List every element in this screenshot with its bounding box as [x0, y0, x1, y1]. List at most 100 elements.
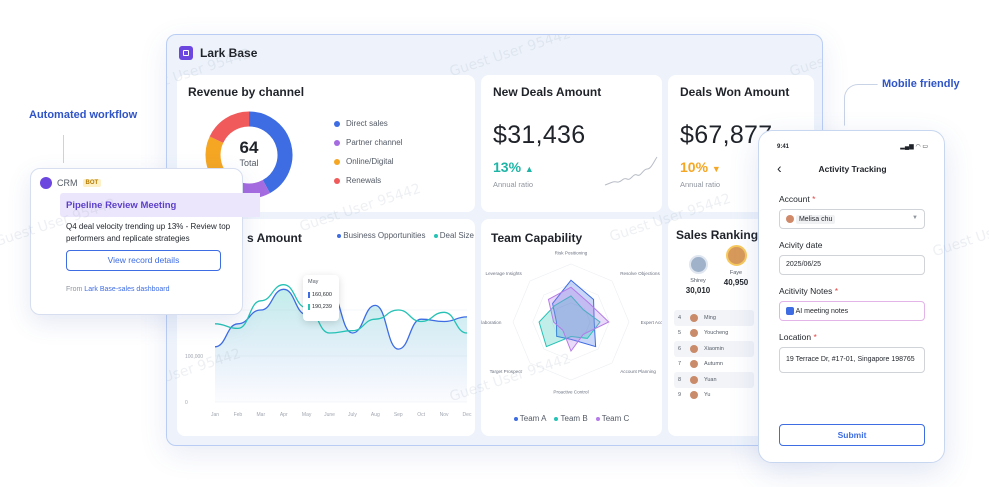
- x-tick-label: Mar: [257, 412, 266, 418]
- mobile-friendly-callout: Mobile friendly: [882, 78, 960, 90]
- team-radar-chart: Risk Positioning Resolve Objections Expert…: [481, 250, 662, 395]
- mobile-phone: 9:41 ▂▄▆ ◠ ▭ ‹ Activity Tracking Account…: [758, 130, 945, 463]
- watermark: Guest User 95442: [787, 35, 823, 81]
- donut-total-label: Total: [239, 158, 259, 168]
- app-title: Lark Base: [200, 46, 258, 60]
- crm-header: CRM BOT: [40, 177, 102, 189]
- donut-center: 64 Total: [233, 138, 265, 168]
- crm-banner: [60, 193, 260, 217]
- ranking-row[interactable]: 5 Youcheng: [678, 329, 729, 338]
- legend-team-b: Team B: [554, 414, 588, 423]
- radar-axis-label: Proactive Control: [553, 390, 588, 395]
- view-record-button[interactable]: View record details: [66, 250, 221, 271]
- notes-value: AI meeting notes: [795, 307, 849, 315]
- new-deals-ratio-value: 13%: [493, 159, 522, 175]
- amount-chart-title: s Amount: [247, 231, 302, 245]
- avatar: [786, 215, 794, 223]
- deals-won-ratio-value: 10%: [680, 159, 709, 175]
- phone-title: Activity Tracking: [818, 164, 887, 174]
- x-tick-label: May: [302, 412, 312, 418]
- donut-slice: [209, 111, 250, 144]
- crm-logo-icon: [40, 177, 52, 189]
- x-tick-label: Dec: [463, 412, 472, 418]
- arrow-up-icon: ▲: [524, 164, 534, 174]
- x-tick-label: July: [348, 412, 357, 418]
- notes-label: Acitivity Notes *: [779, 286, 839, 296]
- account-select[interactable]: Melisa chu ▼: [779, 209, 925, 229]
- avatar: [688, 255, 708, 274]
- notes-field[interactable]: AI meeting notes: [779, 301, 925, 321]
- crm-name: CRM: [57, 178, 78, 188]
- avatar: [690, 375, 698, 384]
- sales-ranking-title: Sales Ranking: [676, 228, 759, 242]
- avatar: [690, 391, 698, 400]
- ranking-row[interactable]: 6 Xiaomin: [674, 341, 754, 357]
- donut-slice: [248, 111, 293, 194]
- legend-online-digital: Online/Digital: [334, 157, 402, 166]
- revenue-legend: Direct sales Partner channel Online/Digita…: [334, 119, 402, 195]
- document-icon: [786, 307, 794, 315]
- radar-series: [552, 279, 597, 348]
- avatar: [690, 329, 698, 338]
- chart-tooltip: May 160,600 190,239: [303, 275, 339, 321]
- submit-button[interactable]: Submit: [779, 424, 925, 446]
- avatar: [690, 360, 698, 369]
- rank-list: 4 Ming 5 Youcheng 6 Xiaomin 7 Autumn 8 Yuan 9 Yu: [674, 310, 754, 403]
- rank-top-2: Shirey 30,010: [681, 255, 715, 295]
- ranking-row[interactable]: 7 Autumn: [678, 360, 723, 369]
- new-deals-sparkline: [604, 156, 658, 186]
- ranking-row[interactable]: 4 Ming: [674, 310, 754, 326]
- date-field[interactable]: 2025/06/25: [779, 255, 925, 275]
- crm-footer: From Lark Base-sales dashboard: [66, 286, 170, 293]
- x-tick-label: Jan: [211, 412, 219, 418]
- rank-top-1: Faye 40,950: [718, 245, 754, 287]
- watermark: Guest User 95442: [447, 34, 573, 81]
- x-tick-label: Nov: [440, 412, 449, 418]
- dashboard-link[interactable]: Lark Base-sales dashboard: [84, 286, 170, 293]
- ranking-row[interactable]: 9 Yu: [678, 391, 711, 400]
- radar-axis-label: Expert Access: [641, 320, 662, 325]
- avatar: [690, 313, 698, 322]
- legend-partner-channel: Partner channel: [334, 138, 402, 147]
- x-tick-label: June: [324, 412, 335, 418]
- lark-base-logo-icon: [179, 46, 193, 60]
- callout-connector: [844, 84, 878, 126]
- new-deals-title: New Deals Amount: [493, 85, 602, 99]
- new-deals-ratio: 13% ▲: [493, 159, 534, 175]
- back-icon[interactable]: ‹: [777, 160, 782, 176]
- tooltip-row-2: 190,239: [308, 304, 334, 310]
- tooltip-month: May: [308, 279, 319, 285]
- account-value: Melisa chu: [795, 214, 836, 224]
- legend-direct-sales: Direct sales: [334, 119, 402, 128]
- rank-top-2-score: 30,010: [685, 286, 711, 295]
- location-label: Location *: [779, 332, 817, 342]
- bot-badge: BOT: [82, 179, 102, 187]
- rank-top-1-name: Faye: [729, 270, 743, 276]
- legend-business-opportunities: Business Opportunities: [337, 231, 426, 240]
- ranking-row[interactable]: 8 Yuan: [674, 372, 754, 388]
- x-tick-label: Oct: [417, 412, 425, 418]
- new-deals-card[interactable]: New Deals Amount $31,436 13% ▲ Annual ra…: [481, 75, 662, 212]
- avatar: [725, 245, 747, 266]
- deals-won-value: $67,877: [680, 121, 773, 149]
- team-capability-title: Team Capability: [491, 231, 583, 245]
- crm-message: Q4 deal velocity trending up 13% - Revie…: [66, 222, 231, 243]
- team-capability-card[interactable]: Team Capability Risk Positioning Resolve …: [481, 219, 662, 436]
- location-field[interactable]: 19 Terrace Dr, #17-01, Singapore 198765: [779, 347, 925, 373]
- deals-won-title: Deals Won Amount: [680, 85, 790, 99]
- dashboard-window: Lark Base Revenue by channel 64 Total Di…: [166, 34, 823, 446]
- y-tick-label: 0: [185, 400, 188, 406]
- x-tick-label: Feb: [234, 412, 243, 418]
- deals-won-ratio-label: Annual ratio: [680, 180, 721, 189]
- radar-series: [547, 286, 610, 353]
- radar-axis-label: Risk Positioning: [555, 250, 588, 255]
- crm-footer-prefix: From: [66, 286, 83, 293]
- revenue-title: Revenue by channel: [188, 85, 305, 99]
- donut-total-value: 64: [239, 138, 259, 157]
- avatar: [690, 344, 698, 353]
- new-deals-value: $31,436: [493, 121, 586, 149]
- amount-chart-legend: Business Opportunities Deal Size: [337, 231, 474, 240]
- radar-axis-label: Target Prospect: [490, 369, 523, 374]
- rank-top-2-name: Shirey: [690, 278, 706, 284]
